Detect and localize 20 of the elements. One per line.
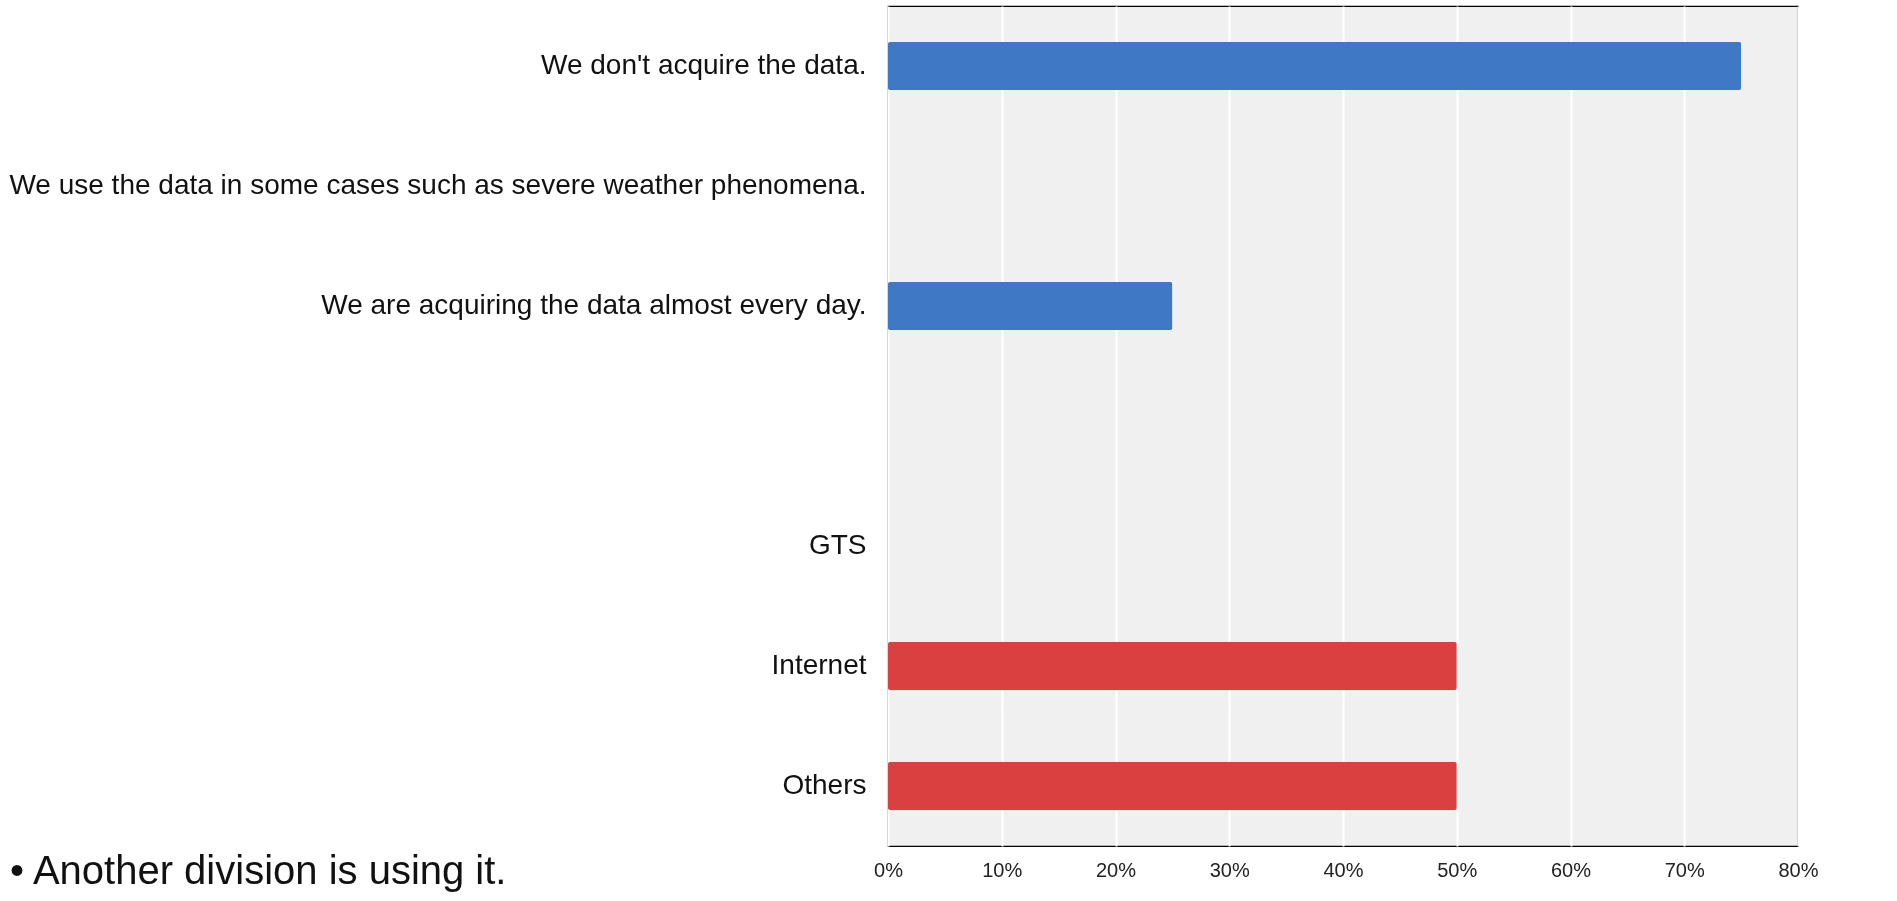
y-tick-label: We are acquiring the data almost every day.	[321, 289, 867, 320]
x-tick-label: 30%	[1209, 858, 1250, 881]
y-tick-label: We use the data in some cases such as severe weather phenomena.	[9, 169, 867, 200]
y-tick-label: Others	[782, 769, 867, 800]
x-tick-label: 0%	[874, 858, 904, 881]
y-tick-label: We don't acquire the data.	[541, 49, 867, 80]
text: • Another division is using it.	[10, 848, 507, 893]
x-tick-label: 60%	[1550, 858, 1592, 881]
x-tick-label: 20%	[1095, 858, 1137, 881]
y-tick-label: Internet	[771, 649, 867, 680]
bar	[888, 642, 1457, 690]
bar	[888, 282, 1173, 330]
bar	[888, 762, 1457, 810]
x-tick-label: 70%	[1664, 858, 1705, 881]
x-tick-label: 50%	[1437, 858, 1478, 881]
x-tick-label: 40%	[1323, 858, 1364, 881]
bar	[888, 42, 1742, 90]
x-tick-label: 10%	[982, 858, 1023, 881]
x-tick-label: 80%	[1778, 858, 1819, 881]
y-tick-label: GTS	[808, 529, 867, 560]
